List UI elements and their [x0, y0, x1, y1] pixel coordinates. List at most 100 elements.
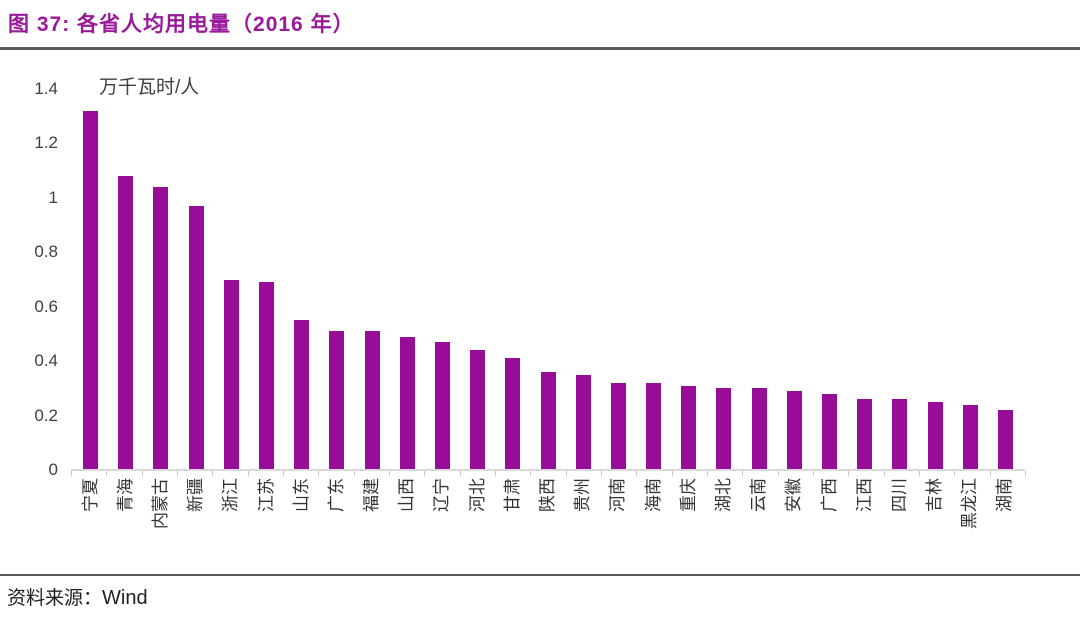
bar	[822, 393, 838, 470]
bar-column	[249, 89, 284, 470]
bar-column	[742, 89, 777, 470]
x-tick-label: 安徽	[784, 478, 804, 512]
bar-column	[671, 89, 706, 470]
y-tick-label: 0.4	[34, 351, 58, 371]
bar-column	[284, 89, 319, 470]
y-tick-label: 1	[48, 187, 58, 207]
axis-tick	[389, 471, 390, 476]
bar	[751, 388, 767, 470]
axis-tick	[813, 471, 814, 476]
x-tick-label: 内蒙古	[150, 478, 170, 529]
x-axis-labels: 宁夏 青海 内蒙古 新疆 浙江 江苏 山东 广东 福建 山西 辽宁 河北 甘肃 陕西 贵州 河南 海南 重庆 湖北云…	[73, 478, 1023, 574]
x-tick-label: 青海	[115, 478, 135, 512]
bar-column	[108, 89, 143, 470]
bar	[364, 331, 380, 470]
bar	[434, 342, 450, 470]
axis-tick	[424, 471, 426, 476]
bar	[118, 176, 134, 470]
x-tick-label: 山西	[397, 478, 417, 512]
axis-tick	[883, 471, 885, 476]
bar-column	[143, 89, 178, 470]
y-tick-label: 0	[48, 460, 58, 479]
bar-column	[355, 89, 390, 470]
chart-title: 图 37: 各省人均用电量（2016 年）	[8, 13, 355, 36]
axis-tick	[212, 471, 214, 476]
axis-tick	[353, 471, 355, 476]
y-tick-label: 0.2	[34, 405, 58, 425]
x-tick-label: 辽宁	[432, 478, 452, 512]
bar	[997, 410, 1013, 470]
bar-column	[179, 89, 214, 470]
x-tick-label: 陕西	[538, 478, 558, 512]
bar	[540, 372, 556, 470]
bar	[188, 206, 204, 470]
x-tick-label: 福建	[362, 478, 382, 512]
bar	[716, 388, 732, 470]
bar-column	[319, 89, 354, 470]
bar-column	[495, 89, 530, 470]
bar	[575, 374, 591, 470]
x-tick-label: 广东	[326, 478, 346, 512]
y-tick-label: 1.2	[34, 133, 58, 153]
bar-column	[425, 89, 460, 470]
x-axis-line	[71, 469, 1025, 471]
bar	[83, 110, 99, 470]
bar	[646, 382, 662, 470]
bar-column	[953, 89, 988, 470]
axis-tick	[106, 471, 108, 476]
bar	[153, 186, 169, 470]
axis-tick	[671, 471, 673, 476]
bar	[259, 282, 275, 470]
bar	[962, 404, 978, 470]
axis-tick	[989, 471, 991, 476]
axis-tick	[247, 471, 249, 476]
footer-divider	[0, 574, 1080, 576]
axis-tick	[848, 471, 850, 476]
bar	[223, 279, 239, 470]
bar	[857, 399, 873, 470]
x-tick-label: 山东	[291, 478, 311, 512]
x-tick-label: 广西	[819, 478, 839, 512]
bar	[294, 320, 310, 470]
x-tick-label: 甘肃	[502, 478, 522, 512]
axis-tick	[601, 471, 602, 476]
x-tick-label: 湖南	[995, 478, 1015, 512]
bar-column	[214, 89, 249, 470]
axis-tick	[777, 471, 779, 476]
x-tick-label: 河北	[467, 478, 487, 512]
bar-column	[777, 89, 812, 470]
x-tick-label: 江西	[854, 478, 874, 512]
bars	[73, 89, 1023, 470]
bar-column	[847, 89, 882, 470]
bar-column	[706, 89, 741, 470]
axis-tick	[1025, 471, 1026, 476]
y-tick-label: 1.4	[34, 79, 58, 98]
bar-column	[390, 89, 425, 470]
bar-column	[988, 89, 1023, 470]
bar	[470, 350, 486, 470]
bar-column	[601, 89, 636, 470]
bar-column	[918, 89, 953, 470]
axis-tick	[742, 471, 744, 476]
axis-tick	[919, 471, 920, 476]
x-tick-label: 河南	[608, 478, 628, 512]
bar	[786, 391, 802, 470]
title-divider	[0, 47, 1080, 50]
x-tick-label: 吉林	[925, 478, 945, 512]
x-tick-label: 浙江	[221, 478, 241, 512]
bar-column	[73, 89, 108, 470]
bar	[610, 382, 626, 470]
y-tick-label: 0.8	[34, 242, 58, 262]
axis-tick	[141, 471, 143, 476]
bar-column	[530, 89, 565, 470]
y-axis-unit-label: 万千瓦时/人	[99, 77, 200, 98]
bar	[399, 336, 415, 470]
bar	[329, 331, 345, 470]
axis-tick	[636, 471, 638, 476]
bar	[505, 358, 521, 470]
axis-tick	[318, 471, 320, 476]
bar-column	[636, 89, 671, 470]
source-row: 资料来源：Wind	[7, 583, 148, 610]
x-tick-label: 新疆	[186, 478, 206, 512]
